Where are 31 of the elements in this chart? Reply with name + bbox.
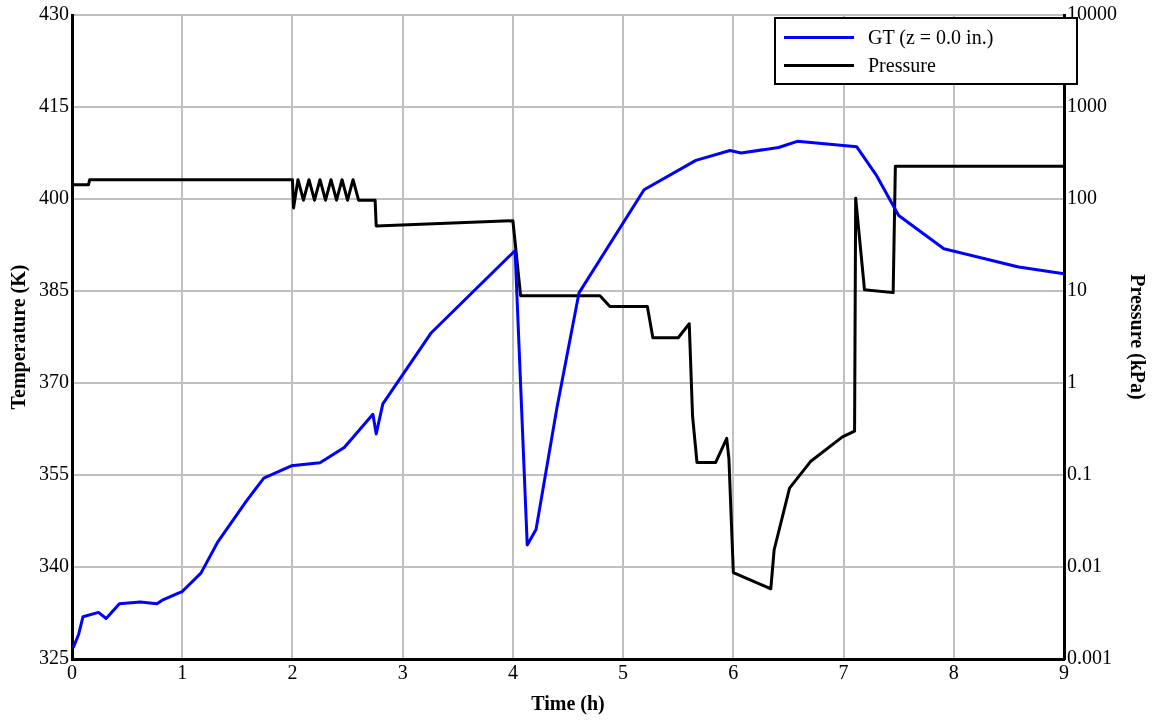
y2-tick-label: 10000 [1067, 2, 1117, 25]
y-tick-label: 430 [39, 2, 69, 25]
y-tick-label: 385 [39, 278, 69, 301]
x-tick-label: 3 [397, 661, 408, 684]
y2-tick-label: 10 [1067, 278, 1087, 301]
y-tick-label: 400 [39, 186, 69, 209]
y2-tick-label: 0.001 [1067, 646, 1112, 669]
x-tick-label: 7 [838, 661, 849, 684]
y2-tick-label: 100 [1067, 186, 1097, 209]
x-tick-label: 9 [1059, 661, 1069, 684]
x-tick-label: 6 [728, 661, 739, 684]
y2-tick-label: 1 [1067, 370, 1077, 393]
y-tick-label: 325 [39, 646, 69, 669]
x-axis-title: Time (h) [531, 692, 605, 716]
y-tick-label: 415 [39, 94, 69, 117]
y-tick-label: 355 [39, 462, 69, 485]
y2-tick-label: 0.1 [1067, 462, 1092, 485]
y-axis-title: Temperature (K) [7, 264, 31, 410]
legend-label: Pressure [868, 53, 936, 77]
x-tick-label: 4 [507, 661, 518, 684]
x-tick-label: 5 [618, 661, 629, 684]
x-tick-label: 2 [287, 661, 298, 684]
y-tick-label: 340 [39, 554, 69, 577]
legend-label: GT (z = 0.0 in.) [868, 25, 994, 49]
x-tick-label: 0 [67, 661, 77, 684]
x-tick-label: 8 [948, 661, 959, 684]
y2-tick-label: 1000 [1067, 94, 1107, 117]
y2-axis-title: Pressure (kPa) [1125, 274, 1149, 400]
y2-tick-label: 0.01 [1067, 554, 1102, 577]
x-tick-label: 1 [177, 661, 188, 684]
y-tick-label: 370 [39, 370, 69, 393]
